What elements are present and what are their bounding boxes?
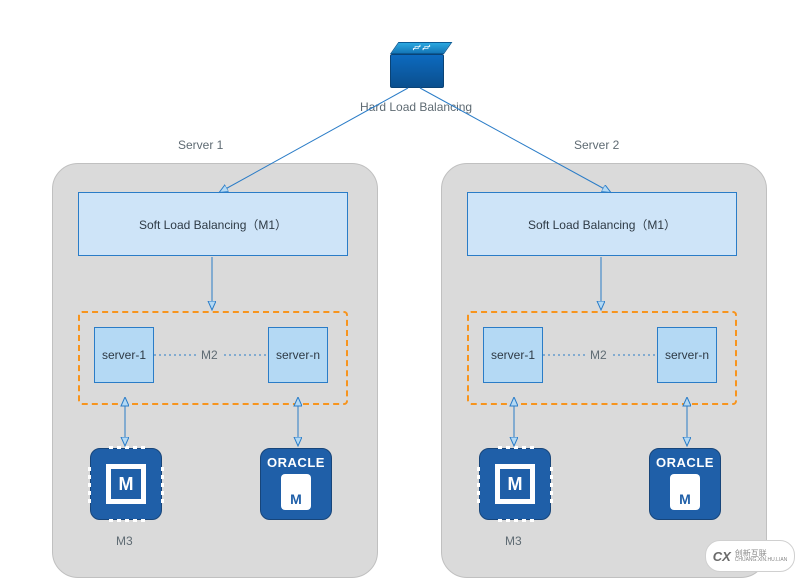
server1-node-b: server-n bbox=[268, 327, 328, 383]
server1-node-a: server-1 bbox=[94, 327, 154, 383]
server2-node-b-label: server-n bbox=[665, 348, 709, 362]
server2-chip-letter: M bbox=[508, 474, 523, 495]
server2-soft-lb-label: Soft Load Balancing（M1） bbox=[528, 216, 676, 233]
server1-oracle-brand: ORACLE bbox=[267, 455, 325, 470]
server1-node-a-label: server-1 bbox=[102, 348, 146, 362]
watermark-line2: CHUANG.XIN.HU.LIAN bbox=[735, 558, 788, 563]
server1-m2-label: M2 bbox=[201, 348, 218, 362]
server2-oracle-brand: ORACLE bbox=[656, 455, 714, 470]
server2-m3-label: M3 bbox=[505, 534, 522, 548]
server2-node-b: server-n bbox=[657, 327, 717, 383]
server2-oracle-icon: ORACLE M bbox=[649, 448, 721, 520]
server2-soft-lb: Soft Load Balancing（M1） bbox=[467, 192, 737, 256]
hard-lb-label: Hard Load Balancing bbox=[360, 100, 472, 114]
server2-m2-label: M2 bbox=[590, 348, 607, 362]
watermark-cx: CX bbox=[713, 549, 731, 564]
server2-oracle-db-letter: M bbox=[679, 491, 691, 507]
server1-chip-letter: M bbox=[119, 474, 134, 495]
server1-soft-lb: Soft Load Balancing（M1） bbox=[78, 192, 348, 256]
watermark-badge: CX 创新互联 CHUANG.XIN.HU.LIAN bbox=[705, 540, 795, 572]
server1-label: Server 1 bbox=[178, 138, 223, 152]
server2-node-a: server-1 bbox=[483, 327, 543, 383]
server2-chip-icon: M bbox=[479, 448, 551, 520]
server2-node-a-label: server-1 bbox=[491, 348, 535, 362]
server1-m3-label: M3 bbox=[116, 534, 133, 548]
server1-oracle-icon: ORACLE M bbox=[260, 448, 332, 520]
server1-soft-lb-label: Soft Load Balancing（M1） bbox=[139, 216, 287, 233]
server1-chip-icon: M bbox=[90, 448, 162, 520]
diagram-canvas: ⇄⇄ Hard Load Balancing Server 1 Server 2… bbox=[0, 0, 801, 580]
switch-icon: ⇄⇄ bbox=[390, 42, 450, 88]
server1-oracle-db-letter: M bbox=[290, 491, 302, 507]
server1-node-b-label: server-n bbox=[276, 348, 320, 362]
server2-label: Server 2 bbox=[574, 138, 619, 152]
